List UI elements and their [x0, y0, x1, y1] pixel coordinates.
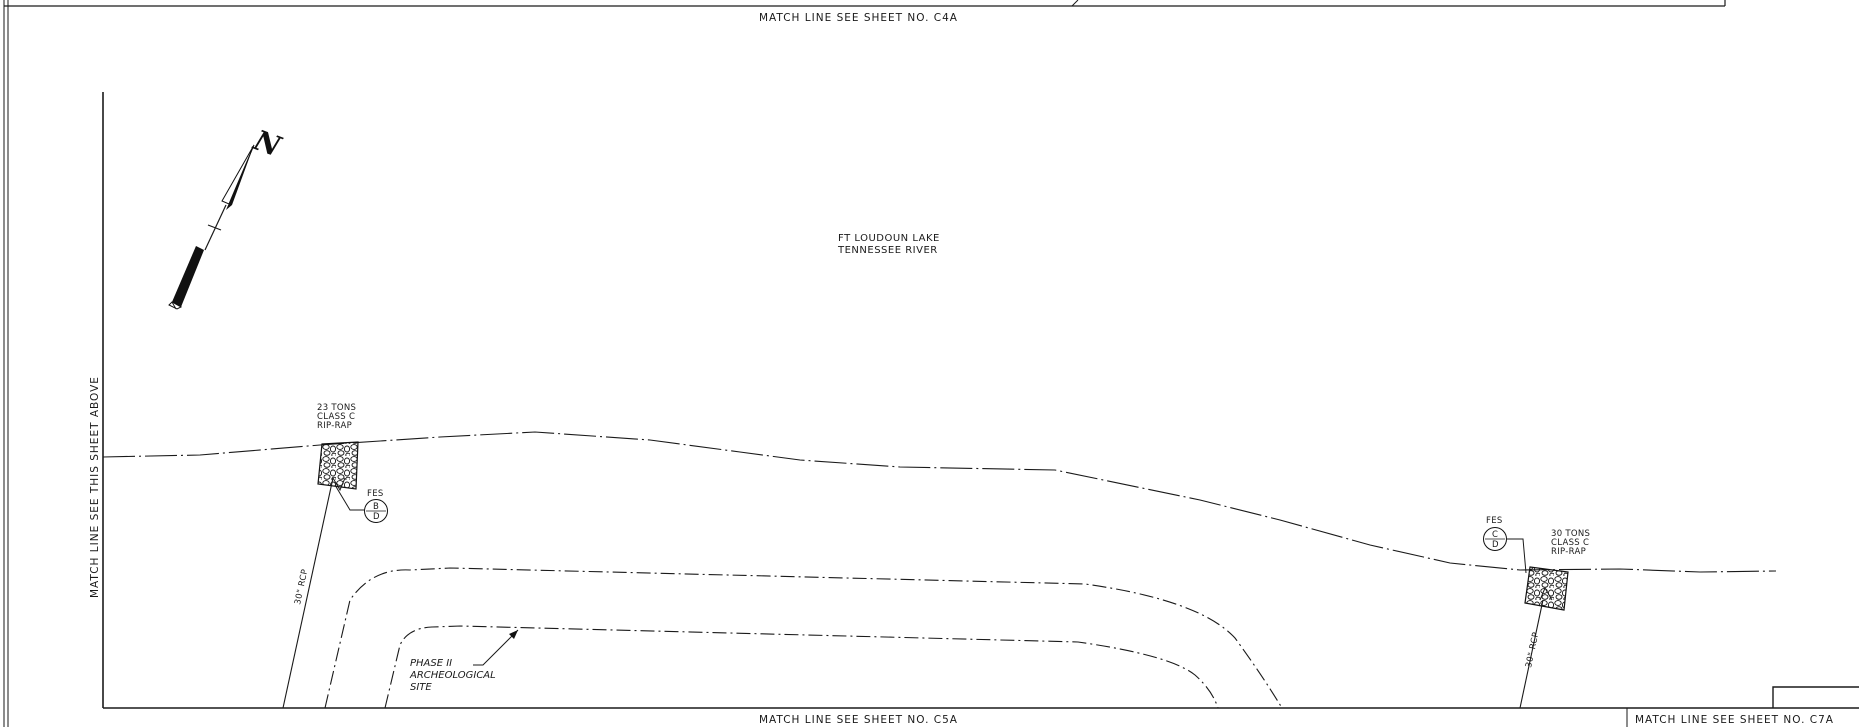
fes-right-top: C [1492, 530, 1498, 540]
site-leader-arrow-icon [509, 630, 518, 639]
riprap-left-line2: CLASS C [317, 412, 355, 422]
site-boundary-outer [324, 567, 1283, 709]
match-line-left: MATCH LINE SEE THIS SHEET ABOVE [89, 376, 101, 598]
fes-right-bottom: D [1492, 540, 1499, 550]
lake-name: FT LOUDOUN LAKE [838, 233, 940, 244]
riprap-right [1524, 566, 1569, 611]
fes-right-end [1539, 586, 1553, 601]
sheet-frame [3, 0, 1859, 727]
riprap-right-line1: 30 TONS [1551, 529, 1590, 539]
fes-left-callout [364, 499, 388, 523]
match-line-top: MATCH LINE SEE SHEET NO. C4A [759, 12, 958, 24]
site-label-line3: SITE [410, 682, 432, 693]
riprap-left [317, 441, 359, 490]
site-label-line1: PHASE II [410, 658, 452, 669]
river-name: TENNESSEE RIVER [837, 245, 938, 256]
fes-left-leader [334, 484, 364, 511]
fes-left-top: B [373, 502, 379, 512]
site-label-line2: ARCHEOLOGICAL [409, 670, 496, 681]
match-line-bottom-right: MATCH LINE SEE SHEET NO. C7A [1635, 714, 1834, 726]
fes-left-label: FES [367, 489, 384, 499]
pipe-right [1519, 599, 1544, 709]
riprap-right-line3: RIP-RAP [1551, 547, 1586, 557]
north-arrow-label: N [249, 123, 287, 164]
riprap-left-line1: 23 TONS [317, 403, 356, 413]
fes-right-label: FES [1486, 516, 1503, 526]
fes-right-callout [1483, 527, 1507, 551]
riprap-left-line3: RIP-RAP [317, 421, 352, 431]
riprap-right-line2: CLASS C [1551, 538, 1589, 548]
site-boundary-inner [384, 625, 1219, 709]
fes-left-end [332, 477, 346, 492]
pipe-left-label: 30" RCP [293, 568, 310, 605]
fes-right-leader [1507, 538, 1527, 574]
pipe-left [282, 477, 334, 709]
fes-left-bottom: D [373, 512, 380, 522]
north-arrow-icon [168, 144, 255, 310]
site-leader [473, 629, 519, 666]
match-line-bottom: MATCH LINE SEE SHEET NO. C5A [759, 714, 958, 726]
pipe-right-label: 30" RCP [1524, 631, 1541, 668]
